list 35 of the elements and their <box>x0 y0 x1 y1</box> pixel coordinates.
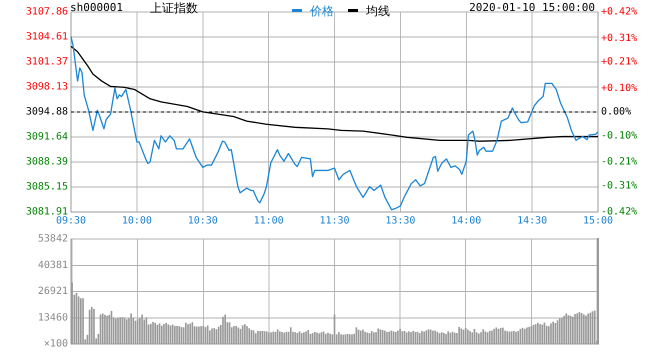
y-tick-label: 3091.64 <box>26 132 68 143</box>
x-tick-label: 14:30 <box>517 216 548 227</box>
x-tick-label: 10:00 <box>122 216 152 227</box>
y-tick-label: 3107.86 <box>26 6 68 18</box>
annotation: 2020-01-10 15:00:00 <box>469 1 595 15</box>
y2-tick-label: +0.42% <box>601 6 638 18</box>
y2-tick-label: -0.21% <box>601 156 638 168</box>
y2-tick-label: +0.31% <box>601 32 638 44</box>
x-tick-label: 13:30 <box>385 216 416 227</box>
chart-title: 上证指数 <box>150 1 198 15</box>
y-tick-label: 3094.88 <box>26 106 68 118</box>
chart-subtitle: sh000001 <box>70 1 123 15</box>
y-tick-label: 53842 <box>38 234 68 245</box>
x-tick-label: 14:00 <box>451 216 482 227</box>
x-tick-label: 11:00 <box>254 216 284 227</box>
y2-tick-label: -0.10% <box>601 130 638 142</box>
y-tick-label: 3104.61 <box>26 32 68 43</box>
y-tick-label: 13460 <box>38 312 68 324</box>
legend-label: 价格 <box>310 4 334 18</box>
x-tick-label: 15:00 <box>582 216 614 227</box>
y-tick-label: 3101.37 <box>26 56 68 68</box>
y-tick-label: 40381 <box>38 260 68 271</box>
y2-tick-label: +0.10% <box>601 82 638 94</box>
y2-tick-label: -0.31% <box>601 180 638 192</box>
y2-tick-label: +0.21% <box>601 56 638 68</box>
y-tick-label: 3085.15 <box>26 182 68 193</box>
x-tick-label: 11:30 <box>319 216 350 227</box>
y-tick-label: 26921 <box>38 286 68 298</box>
y2-tick-label: 0.00% <box>601 106 632 118</box>
x-tick-label: 09:30 <box>56 216 86 227</box>
y-tick-label: 3098.13 <box>26 82 68 93</box>
y-tick-label: 3088.39 <box>26 156 68 168</box>
legend-label: 均线 <box>366 4 390 18</box>
y-axis-title: ×100 <box>44 338 68 350</box>
x-tick-label: 10:30 <box>188 216 218 227</box>
